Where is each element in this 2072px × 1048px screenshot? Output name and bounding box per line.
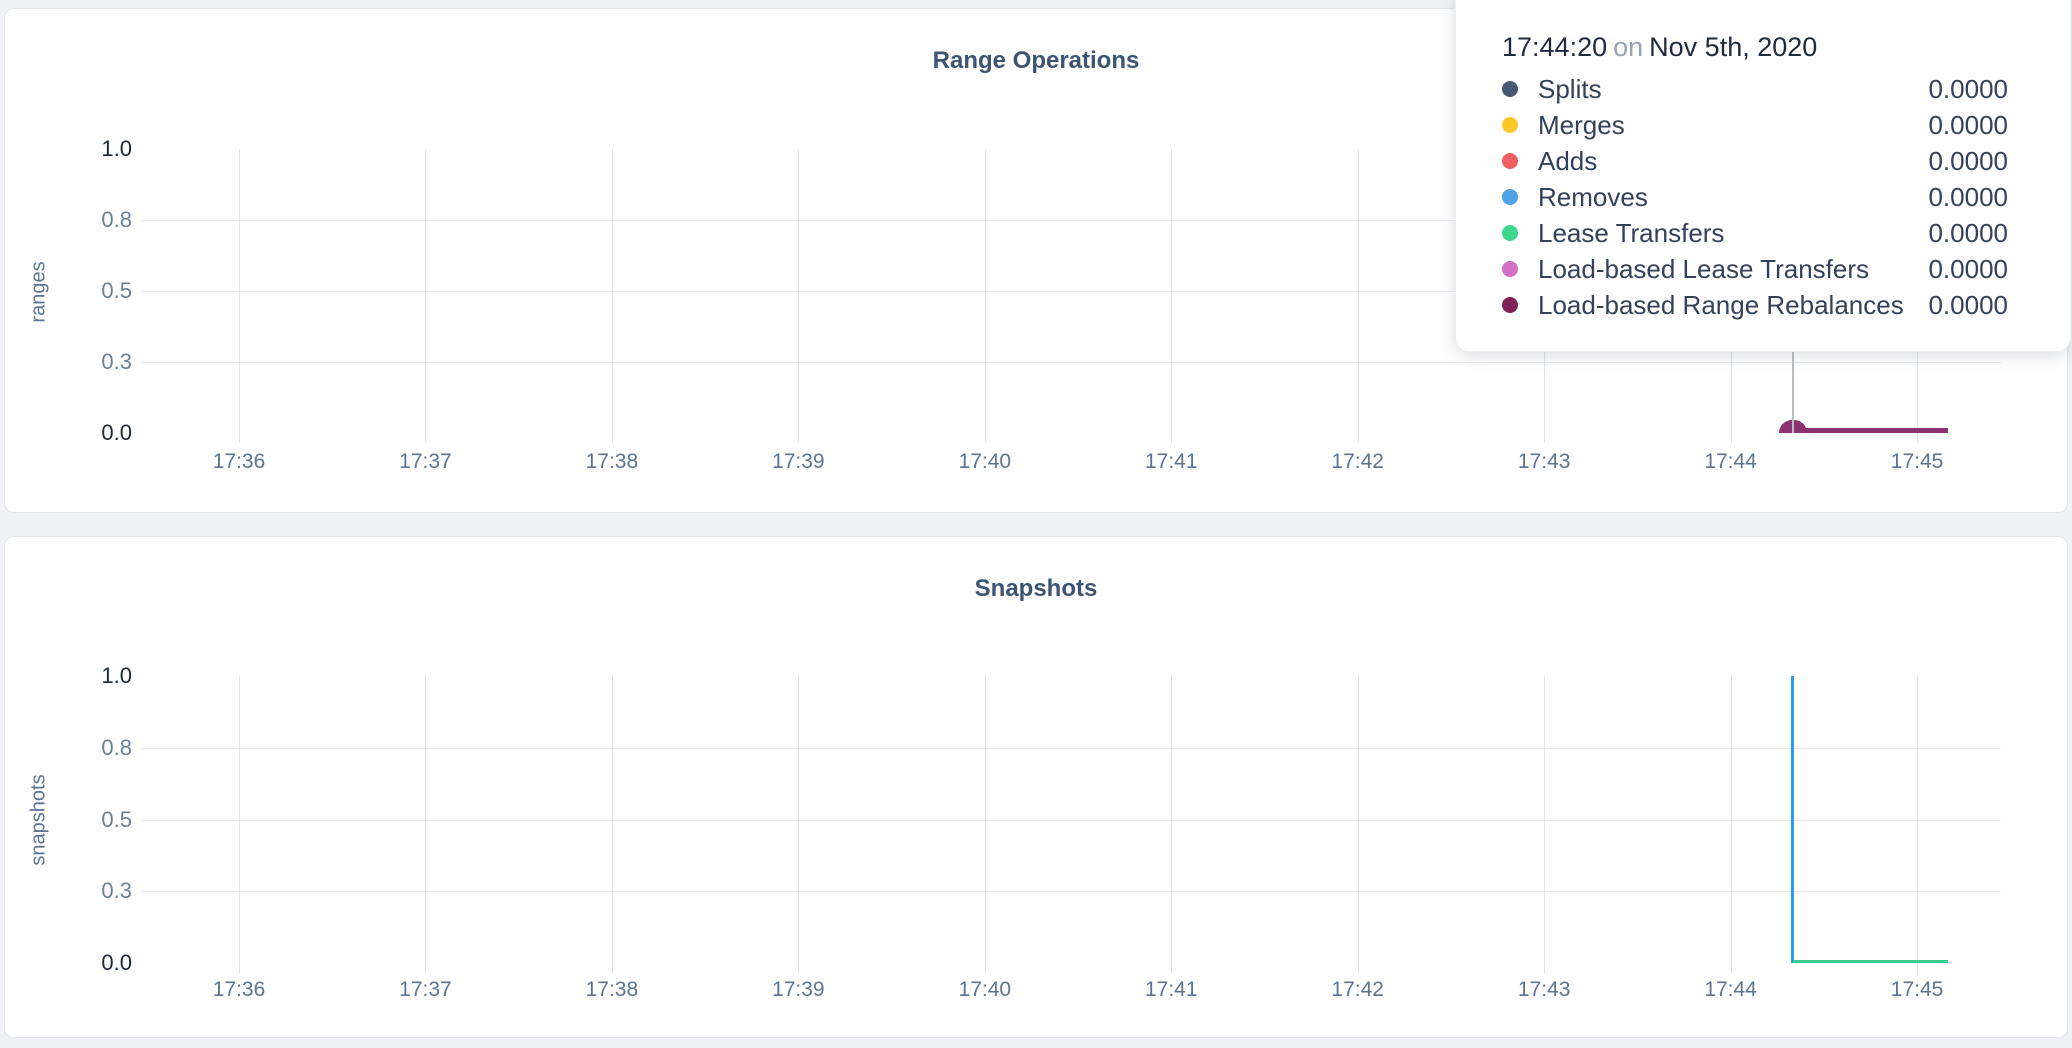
series-value: 0.0000 [1928, 181, 2008, 212]
chart-title: Snapshots [974, 575, 1098, 602]
series-value: 0.0000 [1928, 145, 2008, 176]
x-tick-label: 17:39 [772, 450, 825, 473]
x-gridline [984, 149, 986, 443]
y-tick-label: 0.0 [101, 420, 132, 445]
x-tick-label: 17:42 [1331, 978, 1384, 1001]
x-gridline [425, 676, 427, 973]
x-tick-label: 17:44 [1704, 450, 1757, 473]
series-color-dot-icon [1502, 261, 1518, 277]
y-tick-label: 0.3 [101, 349, 132, 374]
series-line-snapshots-series-blue [1791, 676, 1795, 963]
series-color-dot-icon [1502, 117, 1518, 133]
series-value: 0.0000 [1928, 73, 2008, 104]
y-gridline [141, 747, 2001, 749]
y-tick-label: 0.5 [101, 806, 132, 832]
series-label: Removes [1538, 181, 1648, 212]
y-tick-label: 0.5 [101, 278, 132, 303]
snapshots-chart-card: Snapshots snapshots 1.0 0.8 0.5 0.3 0.0 17:36… [4, 536, 2068, 1038]
x-gridline [798, 676, 800, 973]
y-gridline [141, 220, 2001, 221]
x-tick-label: 17:37 [399, 450, 452, 473]
tooltip-legend-row: Splits 0.0000 [1502, 71, 2008, 107]
series-label: Merges [1538, 109, 1625, 140]
hover-tooltip: 17:44:20 on Nov 5th, 2020 Splits 0.0000 Merg… [1455, 0, 2071, 352]
series-label: Load-based Lease Transfers [1538, 253, 1869, 284]
x-tick-label: 17:40 [958, 978, 1012, 1001]
series-line-Load-based Range Rebalances [1792, 428, 1949, 433]
x-tick-label: 17:37 [399, 978, 452, 1001]
series-value: 0.0000 [1928, 217, 2008, 248]
x-gridline [984, 676, 986, 973]
x-tick-label: 17:43 [1517, 978, 1571, 1001]
y-tick-label: 0.8 [101, 207, 132, 232]
series-label: Load-based Range Rebalances [1538, 289, 1904, 320]
x-gridline [1171, 676, 1173, 973]
x-gridline [1357, 149, 1359, 443]
tooltip-legend-row: Load-based Lease Transfers 0.0000 [1502, 251, 2008, 287]
x-gridline [1171, 149, 1173, 443]
series-color-dot-icon [1502, 297, 1518, 313]
x-tick-label: 17:38 [585, 450, 639, 473]
x-gridline [1917, 676, 1919, 973]
tooltip-timestamp: 17:44:20 on Nov 5th, 2020 [1502, 31, 2008, 63]
y-gridline [141, 819, 2001, 821]
y-tick-label: 0.8 [101, 734, 132, 760]
tooltip-legend-row: Adds 0.0000 [1502, 143, 2008, 179]
series-value: 0.0000 [1928, 289, 2008, 320]
y-tick-label: 0.3 [101, 878, 132, 904]
x-gridline [1544, 676, 1546, 973]
x-gridline [425, 149, 427, 443]
series-value: 0.0000 [1928, 109, 2008, 140]
x-gridline [239, 149, 240, 443]
tooltip-time: 17:44:20 [1502, 32, 1608, 62]
y-gridline [141, 362, 2001, 363]
x-tick-label: 17:36 [212, 978, 266, 1001]
y-tick-label: 0.0 [101, 950, 132, 975]
x-gridline [611, 676, 613, 973]
series-color-dot-icon [1502, 153, 1518, 169]
x-gridline [611, 149, 613, 443]
x-tick-label: 17:40 [958, 450, 1012, 473]
chart-title: Range Operations [932, 47, 1140, 74]
series-color-dot-icon [1502, 225, 1518, 241]
series-label: Splits [1538, 73, 1602, 104]
tooltip-connector: on [1613, 32, 1644, 62]
x-tick-label: 17:45 [1890, 450, 1944, 473]
x-tick-label: 17:36 [212, 450, 266, 473]
tooltip-date: Nov 5th, 2020 [1649, 32, 1818, 62]
y-gridline [141, 891, 2001, 893]
tooltip-legend-row: Lease Transfers 0.0000 [1502, 215, 2008, 251]
series-line-snapshots-series-green [1792, 960, 1949, 963]
tooltip-legend-row: Load-based Range Rebalances 0.0000 [1502, 287, 2008, 323]
tooltip-legend-row: Removes 0.0000 [1502, 179, 2008, 215]
x-tick-label: 17:41 [1144, 978, 1198, 1001]
series-value: 0.0000 [1928, 253, 2008, 284]
x-tick-label: 17:43 [1517, 450, 1571, 473]
y-gridline [141, 291, 2001, 292]
x-tick-label: 17:45 [1890, 978, 1944, 1001]
series-label: Adds [1538, 145, 1598, 176]
x-tick-label: 17:41 [1144, 450, 1198, 473]
y-tick-label: 1.0 [101, 136, 132, 161]
series-color-dot-icon [1502, 81, 1518, 97]
x-tick-label: 17:38 [585, 978, 639, 1001]
series-label: Lease Transfers [1538, 217, 1725, 248]
tooltip-legend-row: Merges 0.0000 [1502, 107, 2008, 143]
x-tick-label: 17:42 [1331, 450, 1384, 473]
x-tick-label: 17:44 [1704, 978, 1757, 1001]
y-tick-label: 1.0 [101, 663, 132, 688]
tooltip-legend: Splits 0.0000 Merges 0.0000 Adds 0.0000 Remove… [1502, 71, 2008, 323]
x-gridline [1730, 676, 1732, 973]
x-gridline [1357, 676, 1359, 973]
x-tick-label: 17:39 [772, 978, 825, 1001]
x-gridline [798, 149, 800, 443]
series-color-dot-icon [1502, 189, 1518, 205]
x-gridline [239, 676, 240, 973]
